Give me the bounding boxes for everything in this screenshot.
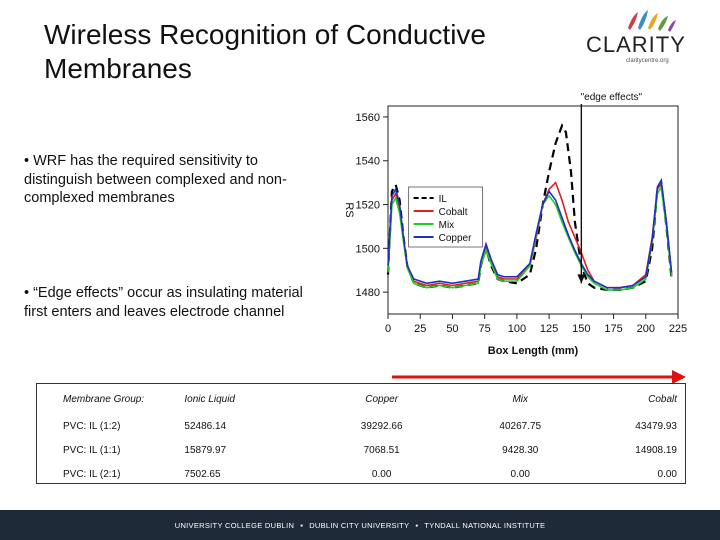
- table-cell: 9428.30: [502, 444, 539, 456]
- table-cell: 0.00: [510, 468, 530, 480]
- x-axis-label: Box Length (mm): [488, 345, 579, 357]
- table-cell: 0.00: [371, 468, 392, 480]
- table-header-row: Membrane Group: Ionic Liquid Copper Mix …: [37, 384, 685, 414]
- logo-feather-icon: [628, 10, 676, 32]
- y-tick-label: 1480: [356, 287, 380, 299]
- bullet-edge-effects: • “Edge effects” occur as insulating mat…: [24, 285, 303, 320]
- table-cell: PVC: IL (2:1): [63, 468, 121, 480]
- slide-title: Wireless Recognition of Conductive Membr…: [44, 18, 564, 86]
- legend-label: Copper: [439, 233, 472, 244]
- table-row: PVC: IL (2:1) 7502.65 0.00 0.00 0.00: [37, 462, 685, 486]
- chart-canvas: 0 25 50 75 100 125 150 175 200 225 1480 1500 1520 154…: [330, 86, 710, 381]
- table-row: PVC: IL (1:1) 15879.97 7068.51 9428.30 1…: [37, 438, 685, 462]
- series-line-copper: [387, 177, 673, 289]
- x-tick-label: 150: [572, 323, 590, 335]
- table-cell: 39292.66: [360, 420, 403, 432]
- x-tick-label: 175: [604, 323, 622, 335]
- y-tick-label: 1500: [356, 243, 380, 255]
- logo-wordmark: CLARITY: [586, 32, 686, 57]
- table-cell: 14908.19: [635, 444, 677, 456]
- bullet-wrf-sensitivity: • WRF has the required sensitivity to di…: [24, 153, 287, 206]
- table-cell: PVC: IL (1:1): [63, 444, 121, 456]
- slide-title-line-2: Membranes: [44, 53, 192, 84]
- header-ionic-liquid: Ionic Liquid: [184, 393, 235, 405]
- x-tick-label: 125: [540, 323, 558, 335]
- x-tick-label: 225: [669, 323, 687, 335]
- red-arrow-icon: [392, 370, 686, 384]
- y-tick-label: 1520: [356, 200, 380, 212]
- legend-label: Mix: [439, 220, 455, 231]
- header-membrane-group: Membrane Group:: [63, 393, 145, 405]
- footer-tyndall: TYNDALL NATIONAL INSTITUTE: [424, 520, 546, 530]
- footer-dcu: DUBLIN CITY UNIVERSITY: [309, 520, 410, 530]
- table-cell: 7068.51: [363, 444, 400, 456]
- x-tick-label: 25: [414, 323, 426, 335]
- table-row: PVC: IL (1:2) 52486.14 39292.66 40267.75…: [37, 414, 685, 438]
- plot-frame: [387, 105, 679, 315]
- table-cell: PVC: IL (1:2): [63, 420, 121, 432]
- y-tick-label: 1560: [356, 112, 380, 124]
- clarity-logo: CLARITY claritycentre.org: [582, 8, 692, 68]
- slide-title-line-1: Wireless Recognition of Conductive: [44, 19, 486, 50]
- legend-label: Cobalt: [439, 207, 468, 218]
- table-cell: 7502.65: [184, 468, 221, 480]
- header-copper: Copper: [365, 393, 399, 405]
- table-cell: 43479.93: [635, 420, 677, 432]
- table-cell: 0.00: [657, 468, 677, 480]
- x-tick-label: 100: [508, 323, 526, 335]
- y-axis-label: RS: [343, 202, 355, 217]
- legend-label: IL: [439, 194, 448, 205]
- chart-svg: 0 25 50 75 100 125 150 175 200 225 1480 1500 1520 154…: [343, 92, 687, 357]
- annotation-label: "edge effects": [581, 92, 643, 103]
- table-cell: 52486.14: [184, 420, 227, 432]
- table-cell: 15879.97: [184, 444, 227, 456]
- rs-vs-box-length-chart: 0 25 50 75 100 125 150 175 200 225 1480 1500 1520 154…: [330, 86, 710, 376]
- annotation-arrow-head: [577, 274, 586, 284]
- x-tick-label: 75: [479, 323, 491, 335]
- y-tick-label: 1540: [356, 156, 380, 168]
- footer-bar: UNIVERSITY COLLEGE DUBLIN ▪ DUBLIN CITY …: [0, 510, 720, 540]
- x-tick-label: 50: [446, 323, 458, 335]
- footer-separator: ▪: [415, 520, 419, 530]
- header-cobalt: Cobalt: [648, 393, 677, 405]
- footer-separator: ▪: [300, 520, 304, 530]
- x-tick-label: 0: [385, 323, 391, 335]
- logo-subtext: claritycentre.org: [626, 58, 669, 64]
- membrane-results-table: Membrane Group: Ionic Liquid Copper Mix …: [36, 383, 686, 484]
- x-tick-label: 200: [637, 323, 655, 335]
- footer-ucd: UNIVERSITY COLLEGE DUBLIN: [174, 520, 295, 530]
- table-cell: 40267.75: [499, 420, 542, 432]
- header-mix: Mix: [512, 393, 529, 405]
